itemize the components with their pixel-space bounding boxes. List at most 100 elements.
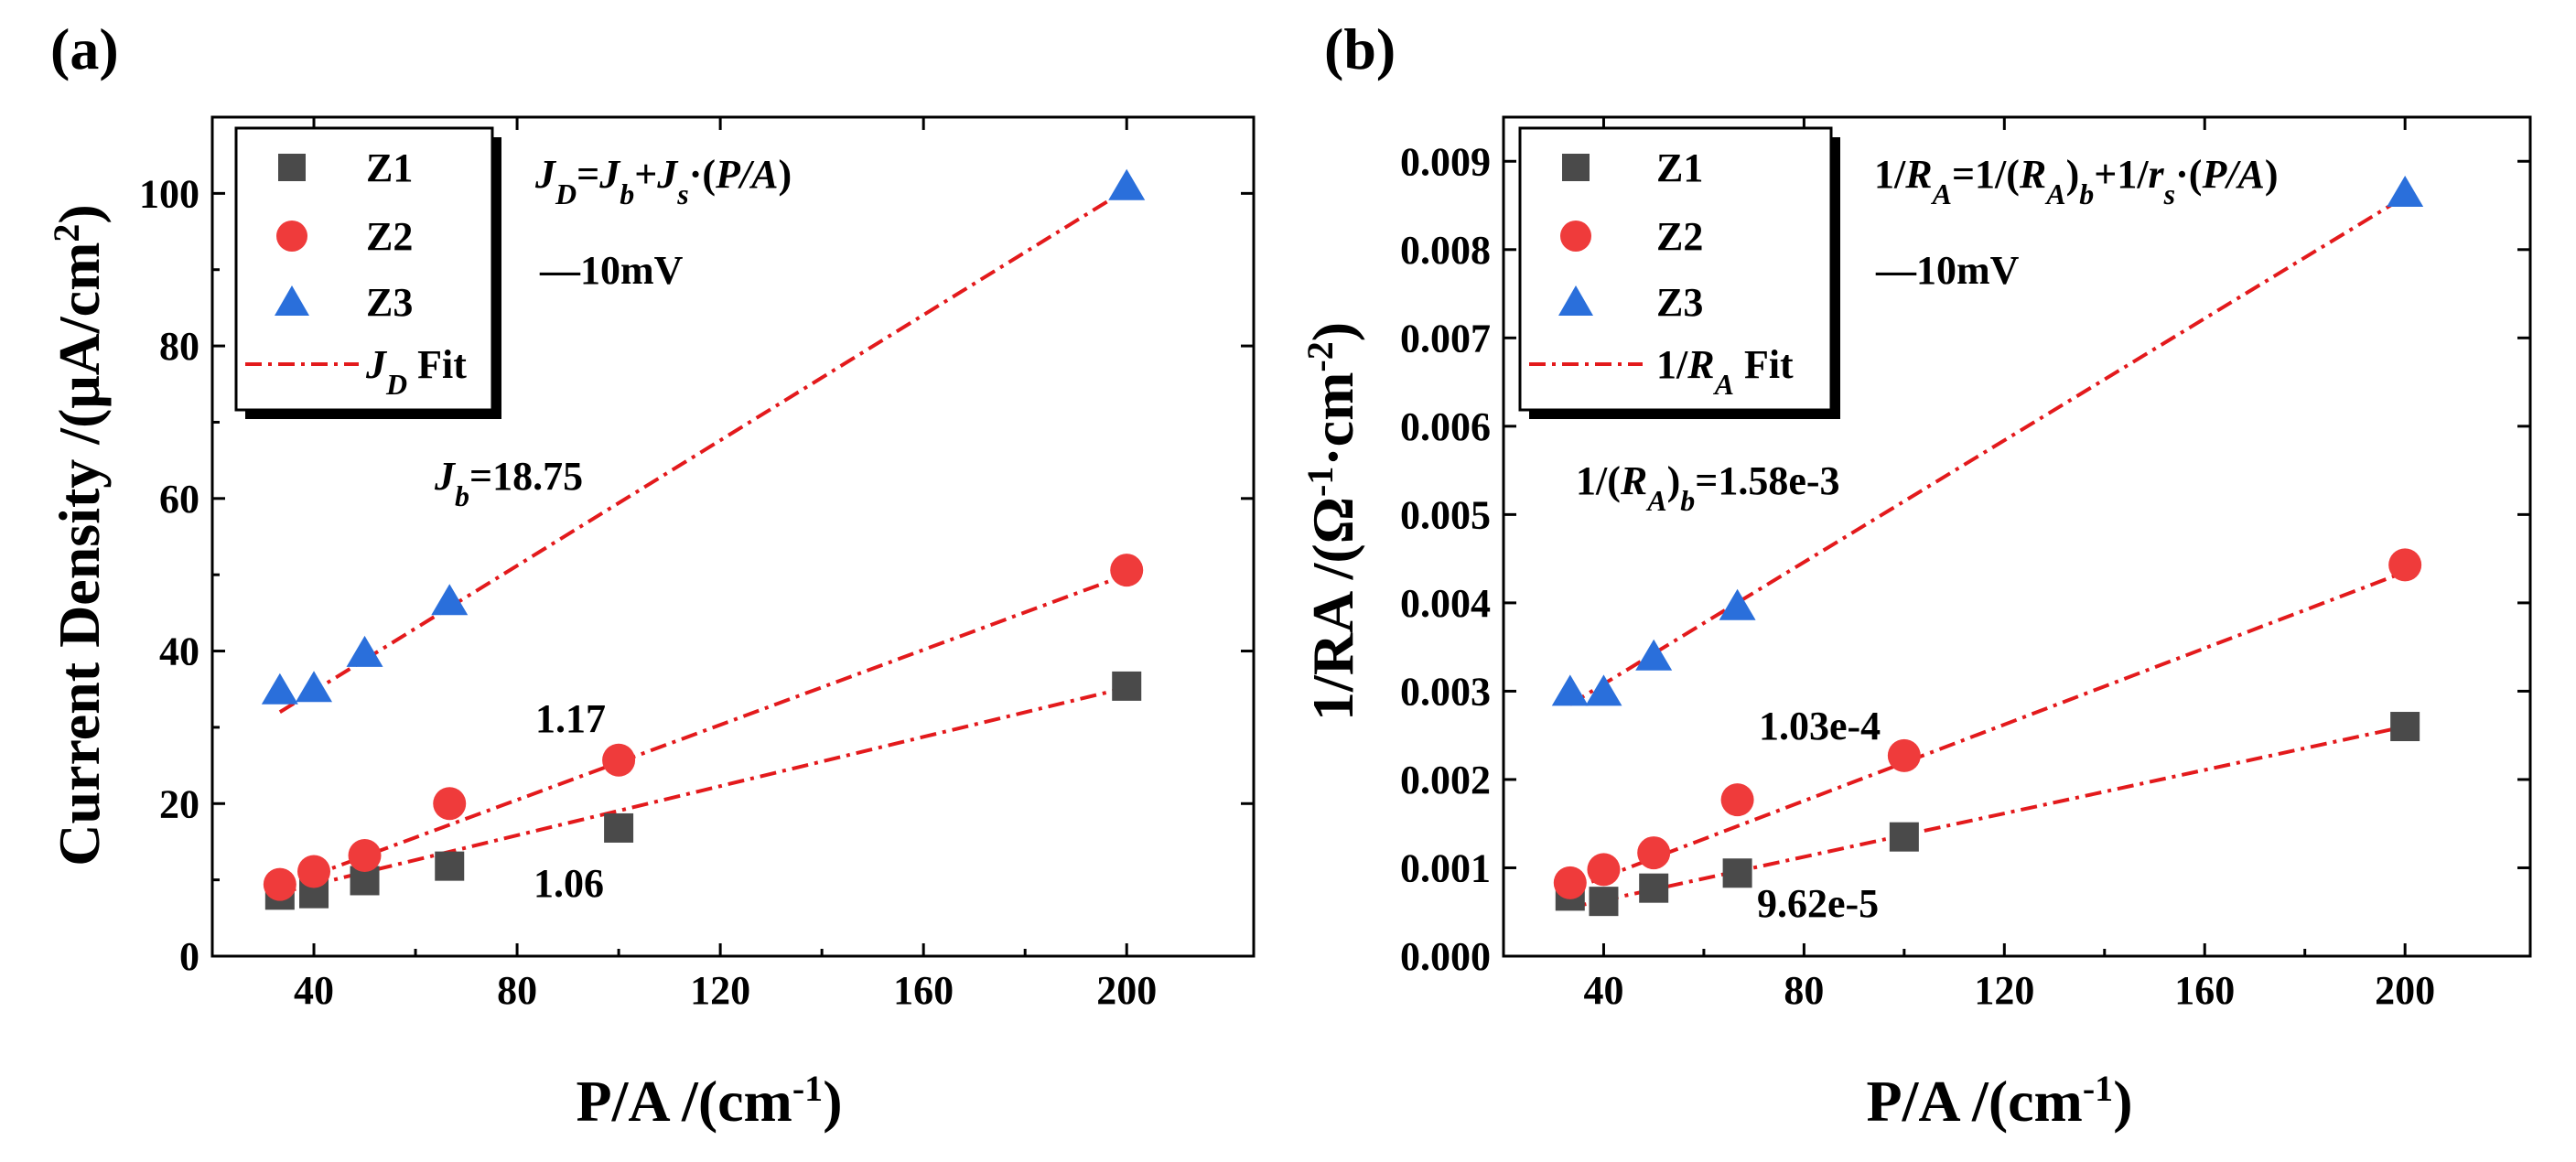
panel-b-point-z1 bbox=[1639, 873, 1669, 903]
panel-b-slope-z2: 1.03e-4 bbox=[1759, 704, 1881, 748]
panel-b-xtick-label: 160 bbox=[2174, 968, 2235, 1013]
panel-b-ytick-label: 0.001 bbox=[1400, 845, 1491, 890]
panel-b-ytick-label: 0.007 bbox=[1400, 316, 1491, 360]
panel-a-point-z3 bbox=[431, 584, 469, 616]
panel-b-point-z2 bbox=[1587, 853, 1621, 887]
panel-b-legend-z2-marker bbox=[1560, 221, 1591, 252]
panel-a: (a) Current Density /(μA/cm2) P/A /(cm-1… bbox=[46, 16, 1256, 1135]
panel-b-legend-z2-label: Z2 bbox=[1656, 214, 1703, 259]
panel-b-fit-line-z1 bbox=[1569, 725, 2406, 909]
panel-b-point-z2 bbox=[1720, 783, 1754, 817]
panel-b-xtick-label: 200 bbox=[2375, 968, 2435, 1013]
panel-b-fit-line-z3 bbox=[1568, 195, 2407, 706]
panel-b-ytick-label: 0.009 bbox=[1400, 139, 1491, 184]
panel-a-xtick-label: 120 bbox=[690, 968, 750, 1013]
panel-a-ytick-label: 60 bbox=[159, 477, 199, 522]
panel-b-xtick-label: 80 bbox=[1784, 968, 1824, 1013]
panel-a-legend-z3-marker bbox=[275, 285, 309, 316]
panel-a-fit-line-z3 bbox=[278, 188, 1128, 714]
panel-b-legend-z1-label: Z1 bbox=[1656, 145, 1703, 190]
panel-a-label: (a) bbox=[50, 16, 119, 81]
panel-a-xtick-label: 200 bbox=[1096, 968, 1157, 1013]
panel-a-legend-z1-label: Z1 bbox=[366, 145, 413, 190]
panel-b-ytick-label: 0.004 bbox=[1400, 581, 1491, 626]
panel-b-point-z2 bbox=[1887, 738, 1921, 772]
panel-b-ytick-label: 0.002 bbox=[1400, 758, 1491, 802]
panel-b-point-z1 bbox=[1722, 858, 1752, 888]
panel-a-xtick-label: 40 bbox=[294, 968, 334, 1013]
panel-a-ytick-label: 100 bbox=[139, 171, 199, 216]
panel-a-point-z1 bbox=[604, 812, 634, 843]
panel-b-axes-frame bbox=[1502, 115, 2532, 958]
panel-a-point-z2 bbox=[297, 855, 331, 888]
panel-a-fit-line-z1 bbox=[279, 685, 1127, 895]
panel-a-point-z1 bbox=[1112, 671, 1142, 701]
panel-a-legend-z2-label: Z2 bbox=[366, 214, 413, 259]
panel-b-label: (b) bbox=[1324, 16, 1396, 81]
panel-a-point-z2 bbox=[263, 867, 296, 901]
panel-b-slope-z1: 9.62e-5 bbox=[1757, 881, 1879, 926]
panel-b-xtick-label: 120 bbox=[1974, 968, 2034, 1013]
panel-a-point-z1 bbox=[435, 851, 465, 881]
panel-a-ytick-label: 80 bbox=[159, 324, 199, 369]
panel-b-plot-area: 40 80 120 160 200 0.000 0.001 0.002 0.003 0.004 0.… bbox=[1400, 115, 2532, 1013]
panel-b-legend: Z1 Z2 Z3 1/RA Fit bbox=[1518, 126, 1840, 419]
panel-b-point-z3 bbox=[2387, 175, 2424, 207]
panel-a-axes-frame bbox=[210, 115, 1256, 958]
panel-b-point-z1 bbox=[1589, 887, 1619, 917]
panel-b-legend-fit-label: 1/RA Fit bbox=[1656, 342, 1794, 401]
panel-b-point-z2 bbox=[1637, 836, 1671, 870]
panel-a-xlabel: P/A /(cm-1) bbox=[576, 1068, 842, 1135]
panel-a-point-z2 bbox=[433, 787, 467, 821]
panel-a-xtick-label: 80 bbox=[497, 968, 537, 1013]
panel-a-slope-z2: 1.17 bbox=[535, 696, 606, 741]
panel-b-ytick-label: 0.008 bbox=[1400, 228, 1491, 273]
panel-b-ytick-label: 0.006 bbox=[1400, 404, 1491, 449]
panel-b-ytick-label: 0.000 bbox=[1400, 934, 1491, 979]
panel-a-intercept: Jb=18.75 bbox=[434, 454, 583, 512]
panel-a-legend-z1-marker bbox=[278, 154, 306, 181]
panel-a-legend-fit-label: JD Fit bbox=[365, 342, 467, 401]
panel-b-point-z1 bbox=[2390, 712, 2420, 742]
panel-b-point-z2 bbox=[1553, 866, 1587, 899]
panel-b-point-z3 bbox=[1635, 639, 1673, 671]
panel-a-point-z2 bbox=[348, 838, 382, 872]
panel-a-point-z3 bbox=[1108, 168, 1146, 200]
panel-b-point-z1 bbox=[1889, 822, 1919, 852]
panel-a-ytick-label: 0 bbox=[179, 934, 199, 979]
panel-b-point-z2 bbox=[2388, 548, 2422, 582]
panel-a-point-z3 bbox=[296, 671, 333, 703]
panel-b-point-z3 bbox=[1551, 674, 1589, 706]
panel-a-point-z3 bbox=[261, 672, 298, 705]
panel-b-equation: 1/RA=1/(RA)b+1/rs·(P/A) bbox=[1874, 152, 2279, 210]
panel-a-legend-z3-label: Z3 bbox=[366, 280, 413, 325]
panel-b-intercept: 1/(RA)b=1.58e-3 bbox=[1576, 458, 1840, 517]
panel-a-plot-area: 40 80 120 160 200 0 20 40 60 80 100 bbox=[139, 115, 1256, 1013]
panel-b-bias: —10mV bbox=[1875, 248, 2020, 293]
panel-a-point-z2 bbox=[602, 743, 636, 777]
panel-a-fit-line-z2 bbox=[279, 573, 1127, 889]
panel-a-ylabel: Current Density /(μA/cm2) bbox=[46, 204, 113, 866]
panel-b-point-z3 bbox=[1585, 674, 1622, 706]
panel-b-legend-z1-marker bbox=[1562, 154, 1590, 181]
panel-b-ylabel: 1/RA /(Ω-1·cm-2) bbox=[1299, 322, 1366, 721]
panel-b-ytick-label: 0.005 bbox=[1400, 492, 1491, 537]
panel-a-point-z3 bbox=[346, 635, 383, 667]
panel-a-point-z2 bbox=[1110, 554, 1144, 587]
panel-b: (b) 1/RA /(Ω-1·cm-2) P/A /(cm-1) 40 80 120… bbox=[1299, 16, 2532, 1135]
panel-a-slope-z1: 1.06 bbox=[534, 861, 604, 906]
panel-a-xtick-label: 160 bbox=[893, 968, 954, 1013]
panel-b-legend-z3-label: Z3 bbox=[1656, 280, 1703, 325]
panel-a-equation: JD=Jb+Js·(P/A) bbox=[534, 152, 792, 210]
panel-a-legend: Z1 Z2 Z3 JD Fit bbox=[234, 126, 501, 419]
panel-b-legend-z3-marker bbox=[1558, 285, 1593, 316]
panel-a-ytick-label: 20 bbox=[159, 781, 199, 826]
panel-b-ytick-label: 0.003 bbox=[1400, 669, 1491, 714]
panel-a-bias: —10mV bbox=[539, 248, 684, 293]
panel-a-legend-z2-marker bbox=[276, 221, 307, 252]
panel-b-xlabel: P/A /(cm-1) bbox=[1866, 1068, 2132, 1135]
panel-a-ytick-label: 40 bbox=[159, 629, 199, 674]
panel-b-point-z3 bbox=[1719, 588, 1756, 620]
panel-b-fit-line-z2 bbox=[1569, 570, 2406, 892]
